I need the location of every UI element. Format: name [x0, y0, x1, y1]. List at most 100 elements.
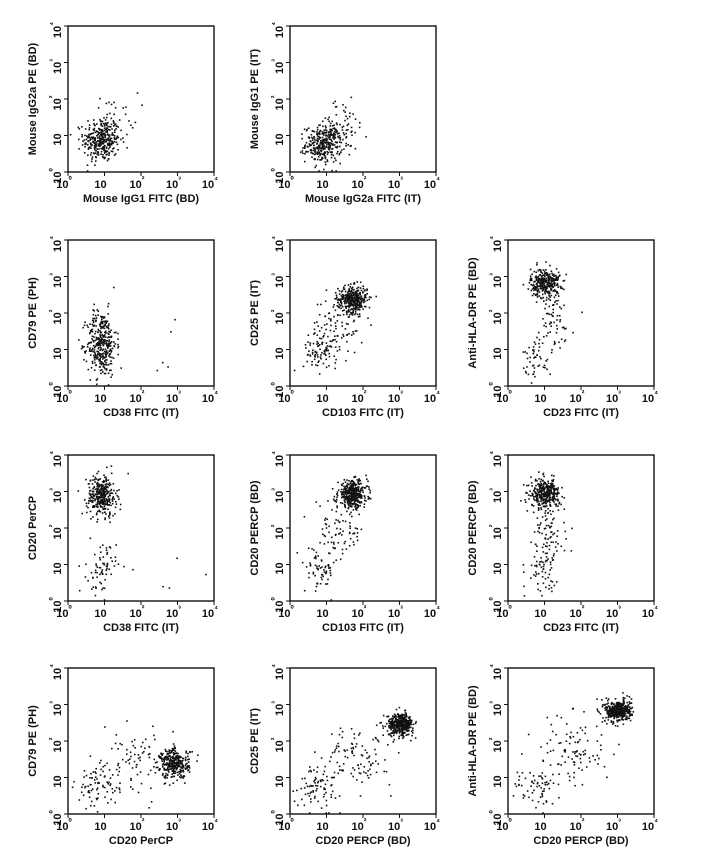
x-tick-label: 10³ — [388, 175, 403, 191]
event-dot — [531, 504, 533, 506]
event-dot — [531, 273, 533, 276]
event-dot — [327, 146, 329, 148]
event-dot — [314, 166, 316, 169]
event-dot — [328, 525, 330, 528]
event-dot — [338, 135, 341, 137]
event-dot — [344, 496, 347, 498]
event-dot — [107, 372, 110, 375]
event-dot — [140, 782, 143, 785]
event-dot — [339, 304, 342, 307]
event-dot — [395, 724, 397, 727]
event-dot — [95, 156, 97, 158]
event-dot — [331, 120, 333, 123]
event-dot — [620, 705, 622, 707]
event-dot — [328, 312, 330, 315]
event-dot — [105, 127, 108, 129]
event-dot — [105, 321, 108, 323]
event-dot — [316, 785, 319, 787]
event-dot — [98, 501, 101, 504]
event-dot — [545, 495, 547, 498]
event-dot — [327, 148, 330, 150]
event-dot — [324, 125, 327, 127]
event-dot — [353, 769, 356, 771]
event-dot — [346, 295, 348, 297]
event-dot — [337, 745, 340, 748]
event-dot — [127, 472, 129, 475]
event-dot — [539, 561, 541, 563]
event-dot — [350, 492, 353, 495]
event-dot — [553, 485, 555, 487]
event-dot — [344, 497, 346, 499]
x-tick-label: 10 — [94, 608, 106, 620]
event-dot — [89, 323, 91, 325]
event-dot — [534, 575, 537, 577]
event-dot — [364, 487, 367, 489]
event-dot — [350, 296, 352, 299]
event-dot — [348, 490, 351, 493]
event-dot — [335, 327, 337, 330]
event-dot — [333, 133, 336, 135]
event-dot — [545, 281, 548, 283]
event-dot — [562, 280, 565, 282]
event-dot — [379, 722, 381, 724]
x-axis-label: CD20 PerCP — [109, 835, 173, 847]
event-dot — [108, 511, 111, 514]
event-dot — [317, 325, 319, 327]
event-dot — [100, 372, 102, 375]
event-dot — [318, 131, 321, 133]
event-dot — [336, 145, 339, 148]
event-dot — [366, 485, 369, 487]
event-dot — [338, 293, 341, 295]
event-dot — [537, 500, 540, 503]
event-dot — [541, 503, 543, 505]
event-dot — [109, 341, 112, 344]
event-dot — [407, 723, 410, 726]
event-dot — [551, 496, 554, 499]
event-dot — [168, 749, 171, 751]
event-dot — [96, 496, 98, 499]
event-dot — [96, 148, 98, 150]
event-dot — [363, 305, 366, 308]
event-dot — [321, 528, 324, 530]
event-dot — [344, 486, 346, 489]
event-dot — [363, 487, 366, 489]
plot-frame — [67, 454, 215, 602]
event-dot — [101, 316, 103, 319]
event-dot — [347, 123, 350, 125]
event-dot — [543, 271, 546, 273]
event-dot — [359, 488, 362, 491]
event-dot — [345, 485, 347, 488]
y-tick-label: 10³ — [48, 701, 64, 716]
event-dot — [97, 479, 99, 481]
event-dot — [323, 332, 326, 335]
event-dot — [180, 774, 182, 776]
event-dot — [83, 359, 85, 361]
event-dot — [543, 481, 546, 483]
event-dot — [356, 535, 358, 538]
event-dot — [108, 323, 110, 325]
event-dot — [99, 344, 102, 347]
y-tick-label: 10 — [274, 133, 286, 145]
event-dot — [401, 713, 403, 716]
event-dot — [344, 540, 346, 543]
event-dot — [549, 504, 552, 506]
event-dot — [337, 301, 339, 304]
event-dot — [547, 275, 550, 277]
event-dot — [559, 320, 561, 323]
event-dot — [533, 357, 535, 359]
event-dot — [398, 717, 400, 720]
event-dot — [105, 139, 108, 142]
event-dot — [538, 493, 540, 496]
event-dot — [331, 509, 333, 511]
event-dot — [534, 491, 536, 493]
event-dot — [526, 366, 528, 368]
event-dot — [407, 726, 409, 728]
event-dot — [536, 494, 539, 497]
event-dot — [337, 287, 339, 290]
event-dot — [101, 588, 103, 591]
event-dot — [110, 351, 112, 353]
event-dot — [316, 766, 319, 769]
event-dot — [337, 335, 339, 337]
event-dot — [352, 485, 354, 487]
event-dot — [556, 284, 559, 286]
